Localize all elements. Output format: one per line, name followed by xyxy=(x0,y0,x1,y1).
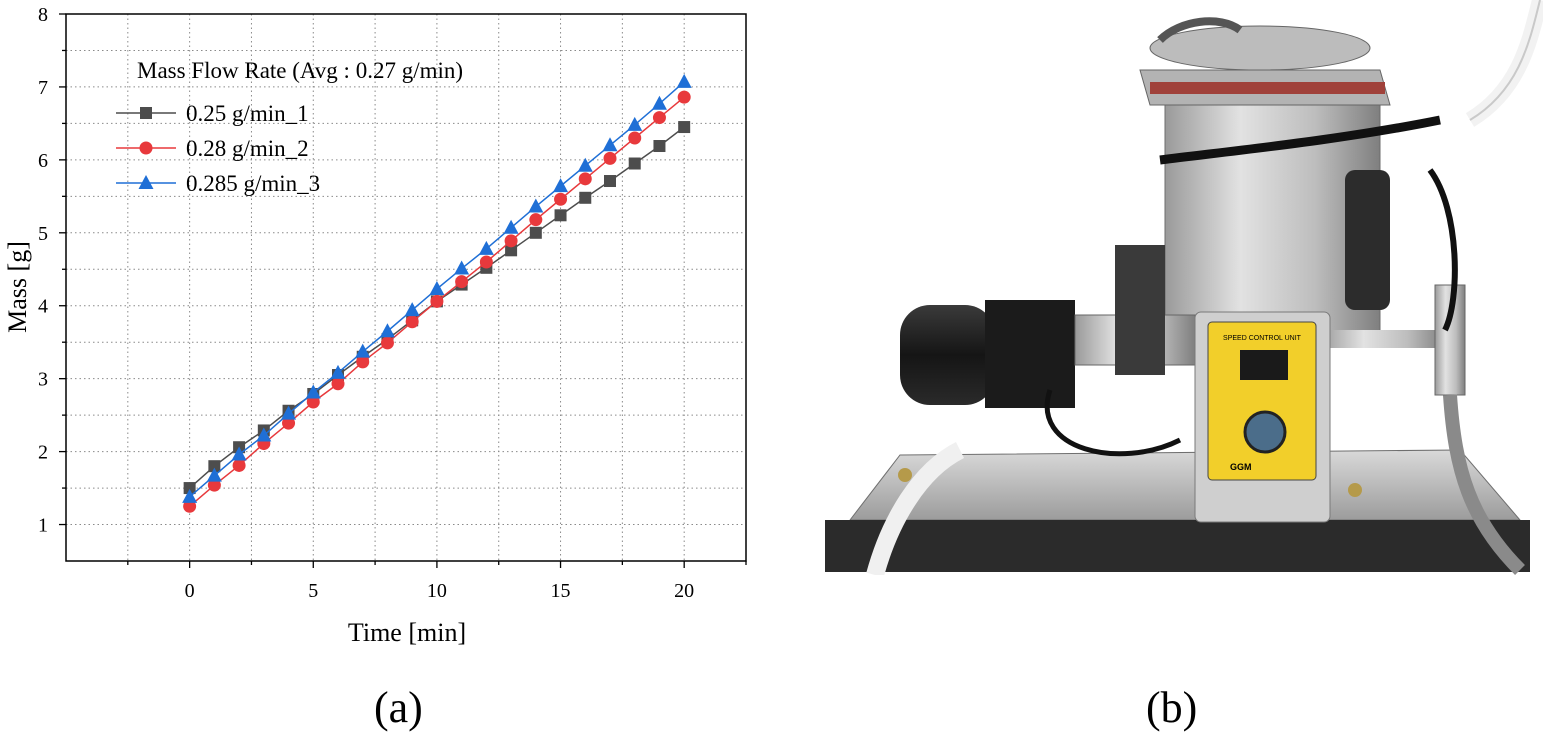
data-point xyxy=(182,488,198,503)
data-point xyxy=(281,405,297,420)
data-point xyxy=(355,343,371,358)
y-tick-label: 1 xyxy=(38,515,48,537)
panel-label-b: (b) xyxy=(1146,683,1198,732)
x-axis-label: Time [min] xyxy=(348,618,466,647)
data-point xyxy=(603,151,617,165)
data-point xyxy=(651,95,667,110)
data-point xyxy=(231,446,247,461)
data-point xyxy=(602,137,618,152)
data-point xyxy=(405,315,419,329)
y-tick-label: 5 xyxy=(38,223,48,245)
x-tick-label: 5 xyxy=(308,580,318,602)
x-tick-label: 15 xyxy=(551,580,571,602)
x-tick-label: 10 xyxy=(427,580,447,602)
data-point xyxy=(380,336,394,350)
data-point xyxy=(554,192,568,206)
data-point xyxy=(207,478,221,492)
legend-marker xyxy=(140,107,152,119)
data-point xyxy=(454,260,470,275)
data-point xyxy=(553,178,569,193)
data-point xyxy=(478,240,494,255)
data-point xyxy=(653,140,666,153)
data-point xyxy=(331,377,345,391)
y-axis-label: Mass [g] xyxy=(3,241,32,333)
y-tick-label: 6 xyxy=(38,150,48,172)
data-point xyxy=(305,384,321,399)
series-layer xyxy=(182,73,692,513)
data-point xyxy=(677,90,691,104)
data-point xyxy=(479,255,493,269)
data-point xyxy=(379,323,395,338)
data-point xyxy=(282,416,296,430)
data-point xyxy=(356,355,370,369)
panel-label-a: (a) xyxy=(374,683,423,732)
control-unit-label: SPEED CONTROL UNIT xyxy=(1223,335,1302,342)
data-point xyxy=(676,73,692,88)
data-point xyxy=(206,467,222,482)
data-point xyxy=(678,121,691,134)
y-tick-label: 2 xyxy=(38,442,48,464)
data-point xyxy=(529,226,542,239)
series-3 xyxy=(182,73,692,503)
data-point xyxy=(505,244,518,257)
data-point xyxy=(404,302,420,317)
legend: Mass Flow Rate (Avg : 0.27 g/min) 0.25 g/… xyxy=(116,58,463,196)
data-point xyxy=(306,395,320,409)
series-2 xyxy=(183,90,691,513)
data-point xyxy=(579,191,592,204)
data-point xyxy=(503,219,519,234)
control-unit-brand: GGM xyxy=(1230,462,1252,472)
legend-marker xyxy=(138,175,154,189)
y-tick-label: 3 xyxy=(38,369,48,391)
y-tick-label: 7 xyxy=(38,77,48,99)
data-point xyxy=(504,234,518,248)
data-point xyxy=(627,116,643,131)
data-point xyxy=(577,157,593,172)
data-point xyxy=(232,458,246,472)
data-point xyxy=(652,111,666,125)
data-point xyxy=(430,294,444,308)
data-point xyxy=(628,131,642,145)
data-point xyxy=(604,175,616,188)
x-tick-label: 0 xyxy=(185,580,195,602)
data-point xyxy=(256,427,272,442)
plot-frame xyxy=(65,13,747,562)
data-point xyxy=(183,499,197,513)
data-point xyxy=(183,482,196,495)
data-point xyxy=(455,275,469,289)
data-point xyxy=(208,460,221,473)
data-point xyxy=(554,209,567,222)
legend-title: Mass Flow Rate (Avg : 0.27 g/min) xyxy=(137,58,463,83)
legend-entry-label: 0.285 g/min_3 xyxy=(186,171,320,196)
x-tick-label: 20 xyxy=(674,580,694,602)
legend-entry-label: 0.28 g/min_2 xyxy=(186,136,309,161)
legend-marker xyxy=(139,141,153,155)
axes: 0 5 10 15 20 1 2 3 4 5 6 7 8 xyxy=(38,4,747,602)
chart: 0 5 10 15 20 1 2 3 4 5 6 7 8 Mass Flow Rate (Avg : 0… xyxy=(3,4,747,647)
legend-entry-label: 0.25 g/min_1 xyxy=(186,101,309,126)
feeder-device-photo: SPEED CONTROL UNIT GGM xyxy=(825,0,1543,575)
y-tick-label: 4 xyxy=(38,296,48,318)
data-point xyxy=(528,198,544,213)
data-point xyxy=(578,172,592,186)
y-tick-label: 8 xyxy=(38,4,48,26)
data-point xyxy=(429,280,445,295)
data-point xyxy=(529,213,543,227)
grid xyxy=(66,14,746,561)
data-point xyxy=(628,157,641,170)
data-point xyxy=(330,364,346,379)
